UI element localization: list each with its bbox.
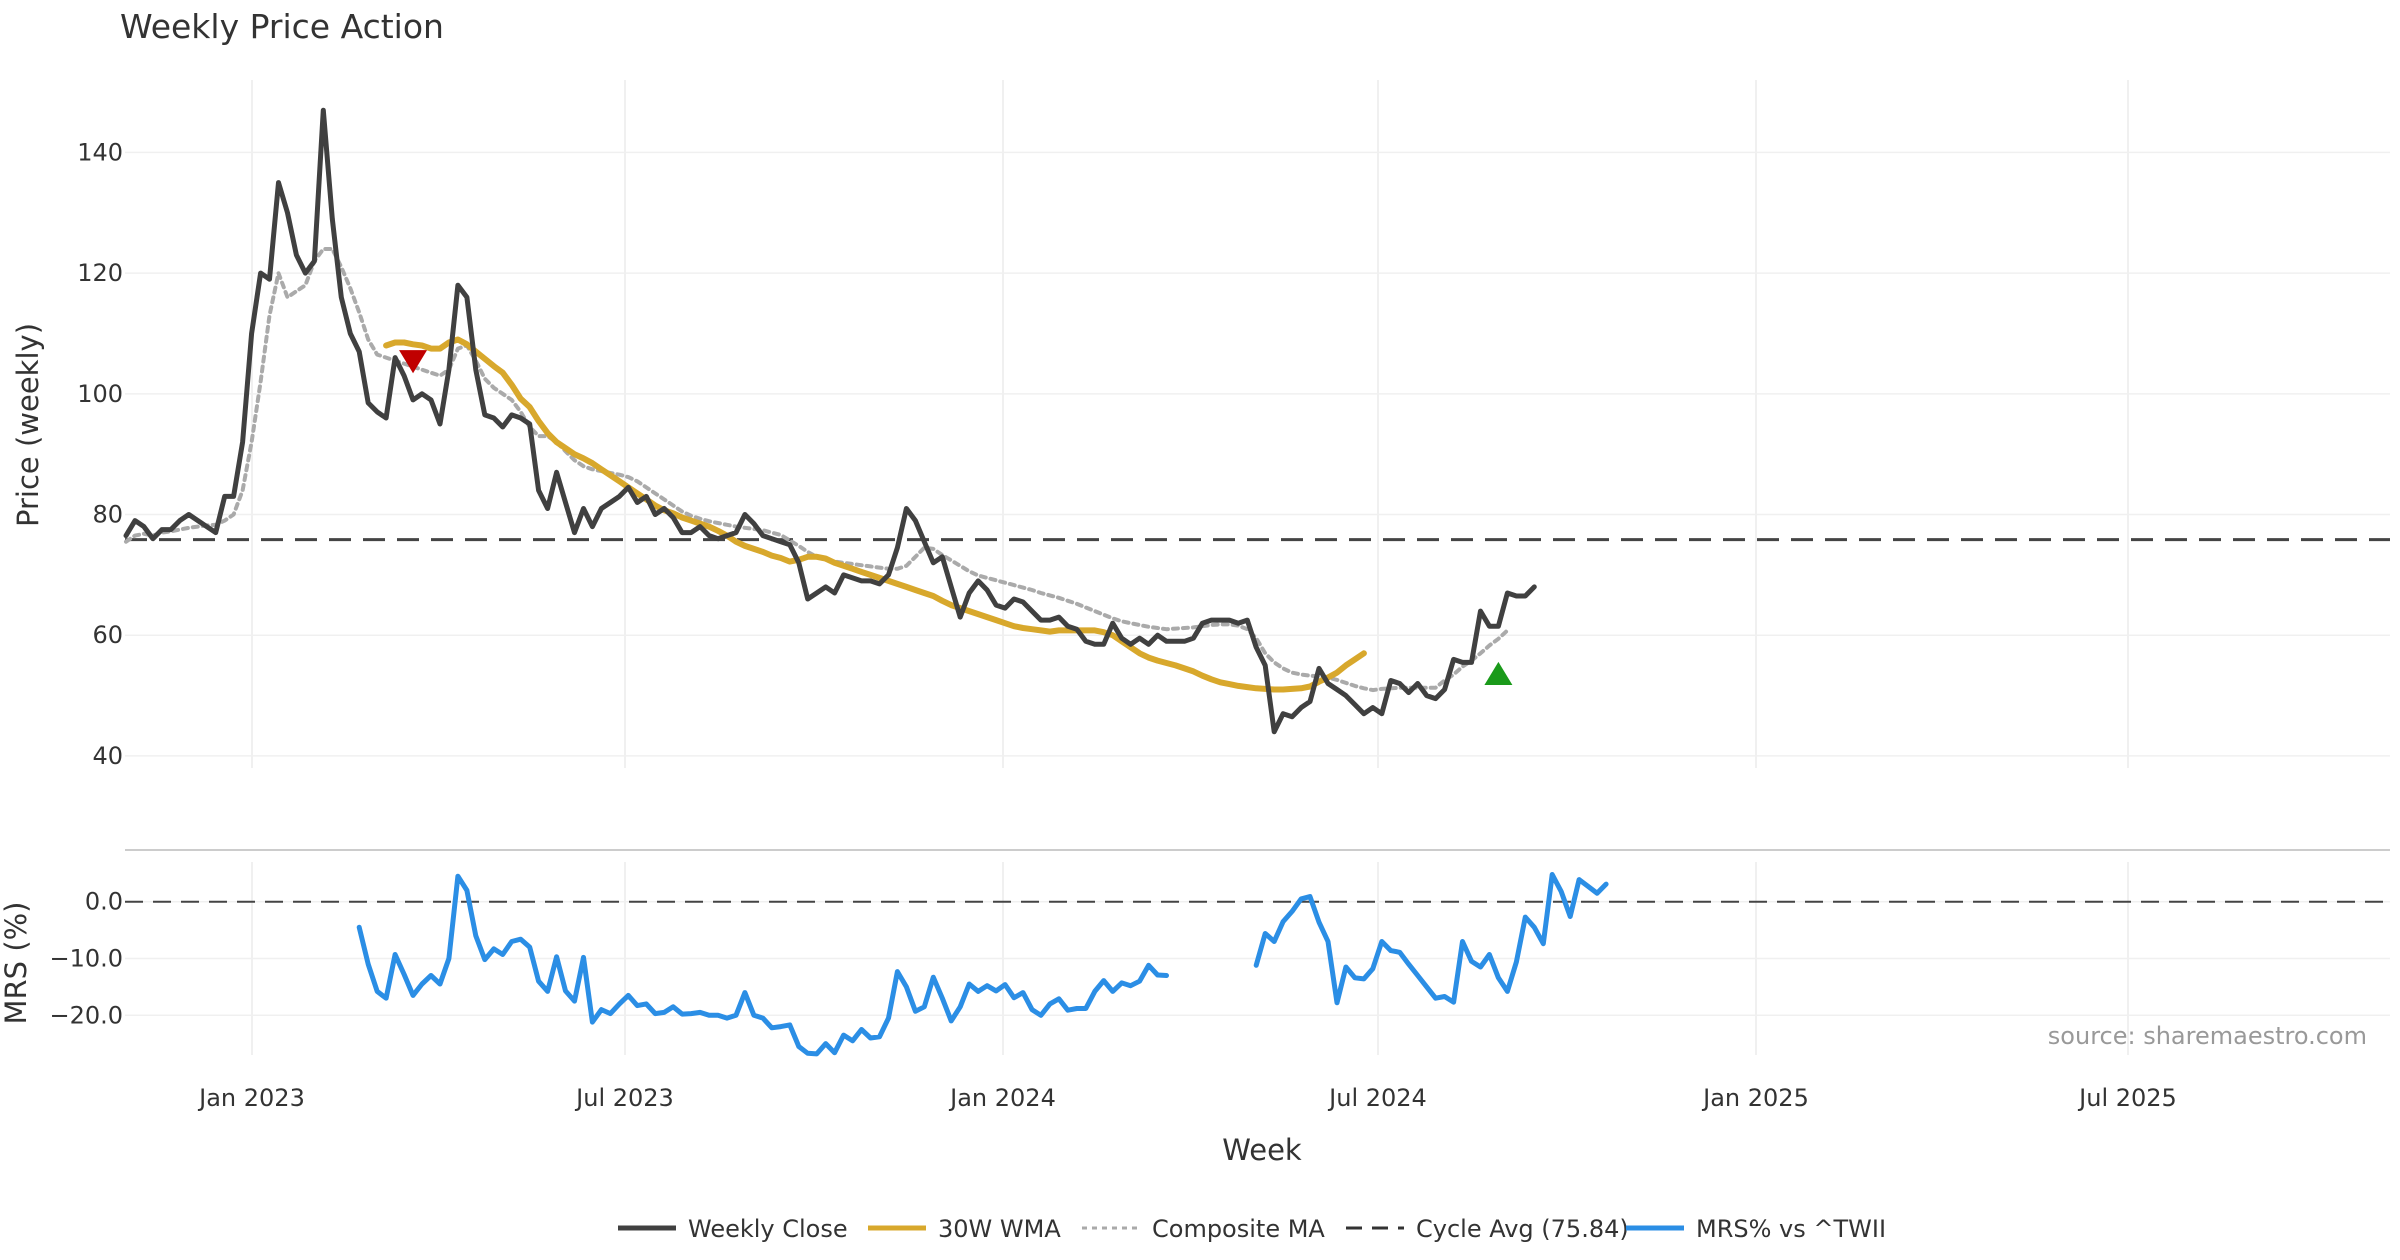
legend-label: MRS% vs ^TWII [1696,1215,1886,1243]
x-tick-label: Jan 2025 [1701,1084,1809,1112]
price-y-axis-label: Price (weekly) [11,323,45,527]
mrs-y-ticks: 0.0 −10.0 −20.0 [49,888,123,1030]
legend: Weekly Close 30W WMA Composite MA Cycle Avg… [618,1215,1886,1243]
mrs-series [356,872,1609,1057]
legend-label: Weekly Close [688,1215,848,1243]
x-tick-label: Jul 2024 [1327,1084,1427,1112]
source-note: source: sharemaestro.com [2048,1022,2367,1050]
price-y-tick-label: 100 [77,380,123,408]
price-panel-grid [125,80,2390,768]
composite-ma-line [124,247,1510,693]
mrs-line-segment [356,873,1169,1057]
x-tick-label: Jan 2023 [197,1084,305,1112]
x-tick-label: Jul 2023 [574,1084,674,1112]
price-y-tick-label: 40 [92,742,123,770]
x-ticks: Jan 2023 Jul 2023 Jan 2024 Jul 2024 Jan 2025… [197,1084,2177,1112]
x-tick-label: Jul 2025 [2077,1084,2177,1112]
price-y-tick-label: 140 [77,138,123,166]
legend-label: Cycle Avg (75.84) [1416,1215,1629,1243]
x-tick-label: Jan 2024 [948,1084,1056,1112]
weekly-close-line [123,107,1537,735]
x-axis-label: Week [1222,1133,1302,1167]
mrs-y-tick-label: −20.0 [49,1001,123,1029]
buy-signal-marker [1484,661,1513,685]
price-series [123,107,1537,735]
mrs-y-tick-label: 0.0 [85,888,123,916]
price-y-tick-label: 80 [92,501,123,529]
30w-wma-line [383,336,1367,693]
sell-signal-marker [399,350,428,374]
price-y-ticks: 40 60 80 100 120 140 [77,138,123,770]
mrs-y-tick-label: −10.0 [49,945,123,973]
price-y-tick-label: 120 [77,259,123,287]
mrs-line-segment [1253,872,1609,1006]
mrs-y-axis-label: MRS (%) [0,902,33,1025]
signal-markers [399,350,1513,685]
chart-title: Weekly Price Action [120,7,444,46]
legend-label: 30W WMA [938,1215,1061,1243]
legend-label: Composite MA [1152,1215,1325,1243]
price-y-tick-label: 60 [92,621,123,649]
